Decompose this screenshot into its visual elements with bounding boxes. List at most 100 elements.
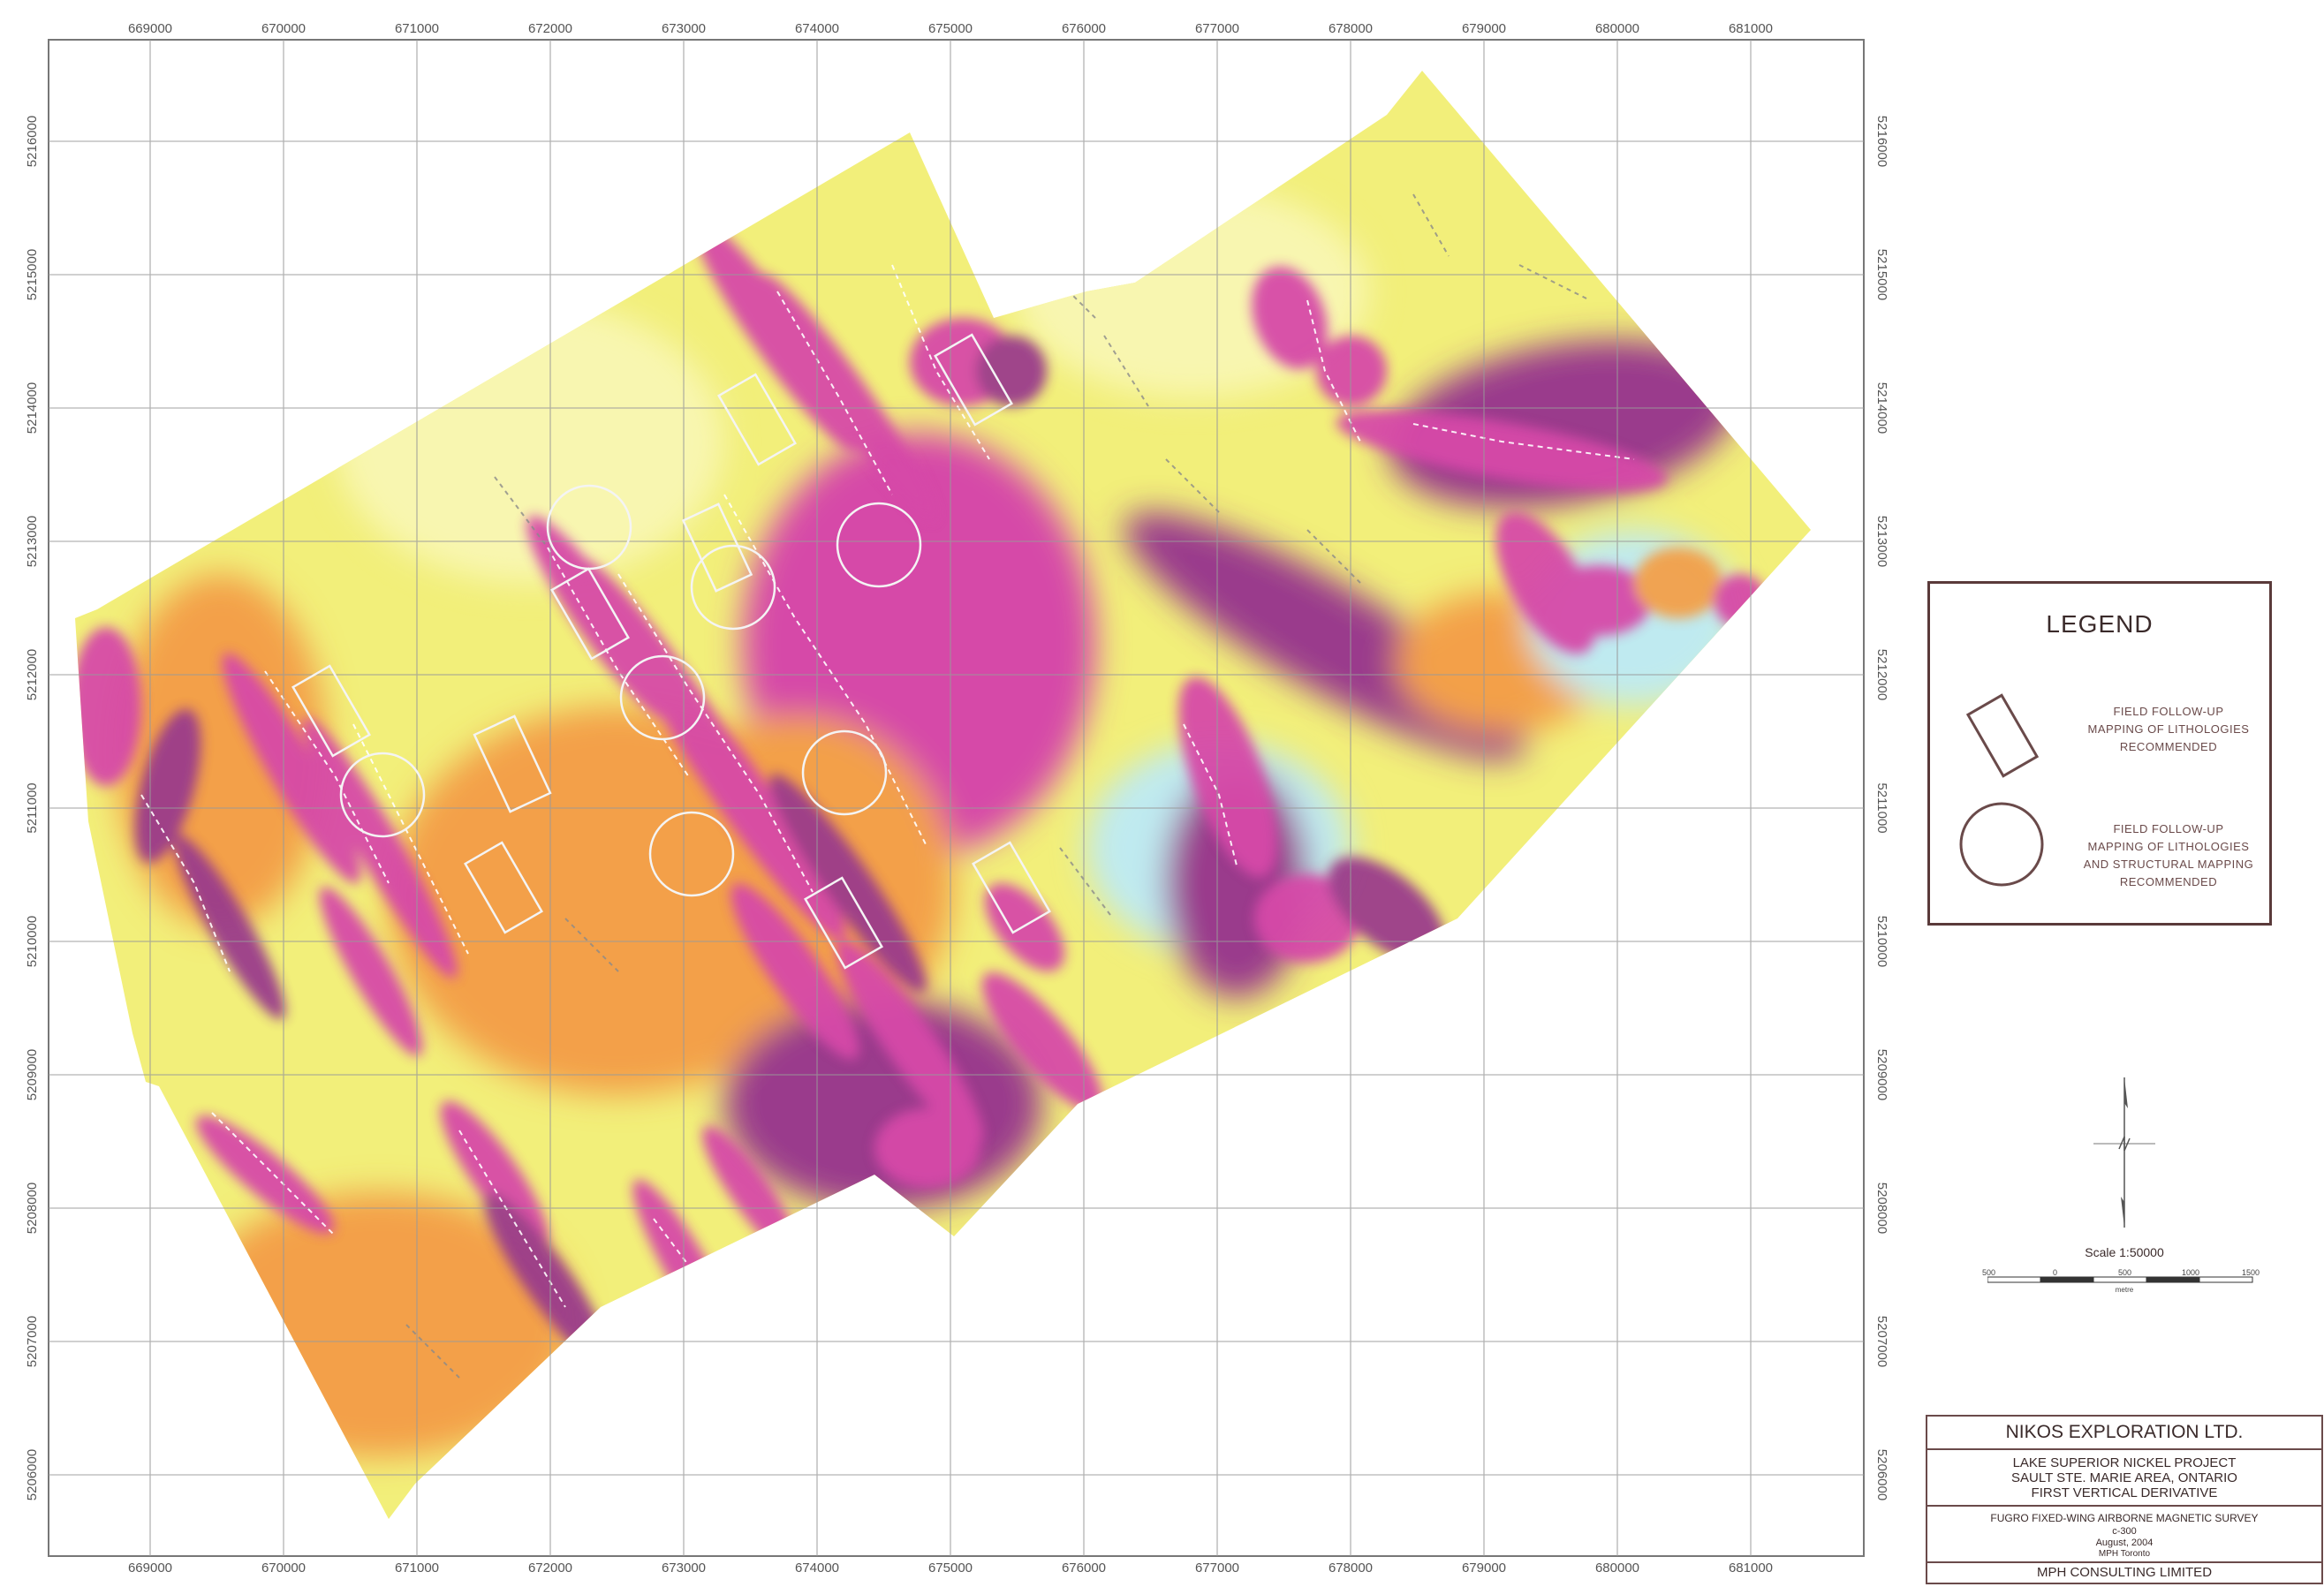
easting-tick-label: 681000 xyxy=(1729,21,1773,36)
easting-tick-label: 669000 xyxy=(128,1561,172,1576)
easting-tick-label: 671000 xyxy=(395,1561,439,1576)
follow-up-circle xyxy=(801,729,888,816)
northing-tick-label: 5211000 xyxy=(1874,782,1889,833)
title-block: NIKOS EXPLORATION LTD. LAKE SUPERIOR NIC… xyxy=(1926,1415,2323,1584)
scale-tick: 1500 xyxy=(2242,1268,2260,1277)
easting-tick-label: 677000 xyxy=(1195,21,1239,36)
map-frame xyxy=(48,39,1865,1557)
follow-up-rectangles xyxy=(291,333,1051,970)
follow-up-circle xyxy=(546,484,632,571)
easting-tick-label: 678000 xyxy=(1329,21,1373,36)
northing-tick-label: 5207000 xyxy=(25,1316,40,1367)
follow-up-circle xyxy=(836,502,922,588)
project-name: LAKE SUPERIOR NICKEL PROJECT xyxy=(2012,1455,2237,1470)
survey-name: FUGRO FIXED-WING AIRBORNE MAGNETIC SURVE… xyxy=(1990,1512,2259,1524)
scale-bar: Scale 1:50000 500 0 500 1000 1500 metre xyxy=(1979,1245,2270,1298)
follow-up-rectangle xyxy=(934,333,1013,427)
follow-up-circle xyxy=(619,654,706,741)
easting-tick-label: 670000 xyxy=(261,1561,306,1576)
follow-up-rectangle xyxy=(972,841,1051,934)
north-arrow-icon xyxy=(2093,1077,2155,1228)
project-area: SAULT STE. MARIE AREA, ONTARIO xyxy=(2011,1470,2237,1485)
scale-tick: 0 xyxy=(2053,1268,2058,1277)
scale-tick: 500 xyxy=(2118,1268,2132,1277)
follow-up-circles xyxy=(339,484,922,897)
easting-tick-label: 681000 xyxy=(1729,1561,1773,1576)
follow-up-rectangle xyxy=(473,714,552,813)
northing-tick-label: 5206000 xyxy=(25,1449,40,1500)
easting-tick-label: 680000 xyxy=(1595,21,1639,36)
northing-tick-label: 5213000 xyxy=(1874,516,1889,567)
easting-tick-label: 676000 xyxy=(1062,1561,1106,1576)
easting-tick-label: 674000 xyxy=(795,1561,839,1576)
follow-up-rectangle xyxy=(717,373,797,466)
northing-tick-label: 5216000 xyxy=(1874,116,1889,167)
scale-tick: 500 xyxy=(1982,1268,1996,1277)
easting-tick-label: 670000 xyxy=(261,21,306,36)
map-product: FIRST VERTICAL DERIVATIVE xyxy=(2031,1485,2218,1500)
northing-tick-label: 5214000 xyxy=(1874,382,1889,434)
northing-tick-label: 5211000 xyxy=(25,782,40,833)
follow-up-circle xyxy=(339,752,426,838)
easting-tick-label: 679000 xyxy=(1462,1561,1506,1576)
follow-up-rectangle xyxy=(291,664,371,758)
coordinate-grid xyxy=(49,40,1864,1556)
legend-title: LEGEND xyxy=(2046,610,2154,638)
magnetic-survey-grid xyxy=(75,71,1811,1519)
legend-circle-description: FIELD FOLLOW-UP MAPPING OF LITHOLOGIES A… xyxy=(2083,822,2254,888)
easting-tick-label: 672000 xyxy=(528,1561,572,1576)
consultant-name: MPH CONSULTING LIMITED xyxy=(2036,1565,2213,1580)
easting-tick-label: 675000 xyxy=(928,1561,973,1576)
follow-up-rectangle xyxy=(550,567,630,661)
easting-tick-label: 677000 xyxy=(1195,1561,1239,1576)
office-name: MPH Toronto xyxy=(2098,1549,2151,1559)
northing-tick-label: 5213000 xyxy=(25,516,40,567)
northing-tick-label: 5210000 xyxy=(25,916,40,967)
northing-tick-label: 5215000 xyxy=(25,249,40,300)
scale-label: Scale 1:50000 xyxy=(2085,1245,2164,1259)
legend-rectangle-symbol xyxy=(1965,693,2040,778)
survey-date: August, 2004 xyxy=(2095,1538,2154,1548)
easting-labels-top: 669000 670000 671000 672000 673000 674000 6750… xyxy=(128,21,1773,36)
northing-tick-label: 5208000 xyxy=(1874,1183,1889,1234)
northing-tick-label: 5206000 xyxy=(1874,1449,1889,1500)
follow-up-rectangle xyxy=(464,841,543,934)
easting-tick-label: 679000 xyxy=(1462,21,1506,36)
northing-tick-label: 5214000 xyxy=(25,382,40,434)
easting-tick-label: 674000 xyxy=(795,21,839,36)
easting-tick-label: 673000 xyxy=(662,1561,706,1576)
scale-bar-graphic xyxy=(1987,1276,2253,1283)
northing-tick-label: 5207000 xyxy=(1874,1316,1889,1367)
scale-tick: 1000 xyxy=(2182,1268,2200,1277)
easting-labels-bottom: 669000 670000 671000 672000 673000 674000 6750… xyxy=(128,1561,1773,1576)
easting-tick-label: 671000 xyxy=(395,21,439,36)
easting-tick-label: 675000 xyxy=(928,21,973,36)
survey-code: c-300 xyxy=(2112,1526,2137,1537)
northing-tick-label: 5209000 xyxy=(25,1049,40,1100)
northing-tick-label: 5209000 xyxy=(1874,1049,1889,1100)
northing-tick-label: 5210000 xyxy=(1874,916,1889,967)
easting-tick-label: 673000 xyxy=(662,21,706,36)
easting-tick-label: 676000 xyxy=(1062,21,1106,36)
northing-labels-right: 5216000 5215000 5214000 5213000 5212000 52110… xyxy=(1874,116,1889,1500)
northing-tick-label: 5212000 xyxy=(25,649,40,700)
legend-circle-symbol xyxy=(1959,802,2044,887)
northing-labels-left: 5216000 5215000 5214000 5213000 5212000 52110… xyxy=(25,116,40,1500)
northing-tick-label: 5212000 xyxy=(1874,649,1889,700)
easting-tick-label: 672000 xyxy=(528,21,572,36)
easting-tick-label: 669000 xyxy=(128,21,172,36)
follow-up-circle xyxy=(690,544,776,631)
easting-tick-label: 680000 xyxy=(1595,1561,1639,1576)
northing-tick-label: 5208000 xyxy=(25,1183,40,1234)
company-name: NIKOS EXPLORATION LTD. xyxy=(2005,1422,2244,1442)
scale-unit: metre xyxy=(2115,1286,2134,1294)
follow-up-rectangle xyxy=(681,503,753,593)
follow-up-circle xyxy=(648,811,735,897)
legend-rect-description: FIELD FOLLOW-UP MAPPING OF LITHOLOGIES R… xyxy=(2087,705,2250,753)
legend: LEGEND FIELD FOLLOW-UP MAPPING OF LITHOL… xyxy=(1927,581,2272,926)
northing-tick-label: 5216000 xyxy=(25,116,40,167)
follow-up-rectangle xyxy=(804,876,883,970)
easting-tick-label: 678000 xyxy=(1329,1561,1373,1576)
northing-tick-label: 5215000 xyxy=(1874,249,1889,300)
